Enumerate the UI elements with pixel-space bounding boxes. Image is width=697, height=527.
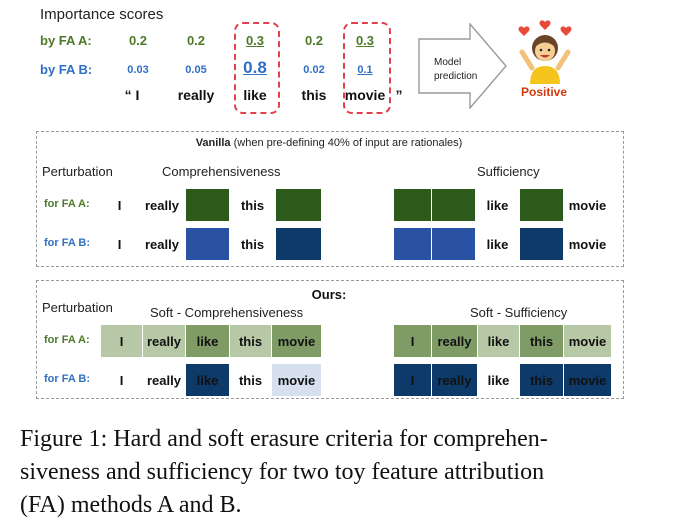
ours-title: Ours: [311,287,347,302]
ours-suff-b-this: this [520,364,564,396]
ours-comp-a-like: like [186,325,230,357]
ours-comp-b-really: really [143,364,186,396]
ours-suff-b-i: I [394,364,432,396]
arrow-right-icon [418,23,507,109]
ours-comp-label: Soft - Comprehensiveness [150,305,304,320]
word-like: like [243,87,267,103]
prediction-result: Positive [521,85,568,99]
vanilla-fa-a-label: for FA A: [44,198,90,210]
vanilla-suff-b-movie: movie [564,228,612,260]
vanilla-comp-b-really: really [139,228,186,260]
ours-fa-b-label: for FA B: [44,373,91,385]
vanilla-comp-a-movie-erased [276,189,322,221]
word-this: this [301,87,327,103]
score-a-1: 0.2 [128,33,148,48]
score-a-2: 0.2 [186,33,206,48]
ours-fa-a-label: for FA A: [44,334,90,346]
word-movie: movie [344,87,386,103]
vanilla-suff-a-this-erased [520,189,564,221]
ours-comp-a-really: really [143,325,186,357]
ours-suff-b-really: really [432,364,478,396]
vanilla-comp-b-this: this [230,228,276,260]
vanilla-suff-a-movie: movie [564,189,612,221]
highlight-like [234,22,280,114]
vanilla-panel [36,131,624,267]
score-b-2: 0.05 [185,64,207,76]
vanilla-suff-label: Sufficiency [477,164,540,179]
vanilla-comp-a-this: this [230,189,276,221]
vanilla-suff-b-like: like [476,228,520,260]
score-b-1: 0.03 [127,64,149,76]
highlight-movie [343,22,391,114]
word-close-quote: ” [395,87,403,103]
ours-comp-a-movie: movie [272,325,322,357]
vanilla-suff-a-really-erased [432,189,476,221]
ours-suff-a-movie: movie [564,325,612,357]
ours-suff-a-this: this [520,325,564,357]
vanilla-comp-a-really: really [139,189,186,221]
ours-comp-a-i: I [101,325,143,357]
ours-perturbation-label: Perturbation [42,300,113,315]
ours-suff-a-like: like [478,325,520,357]
vanilla-perturbation-label: Perturbation [42,164,113,179]
vanilla-comp-b-movie-erased [276,228,322,260]
word-i: “ I [124,87,140,103]
score-b-3: 0.8 [243,58,267,77]
ours-comp-b-this: this [230,364,272,396]
vanilla-comp-b-i: I [101,228,139,260]
ours-suff-a-really: really [432,325,478,357]
ours-comp-a-this: this [230,325,272,357]
vanilla-comp-b-like-erased [186,228,230,260]
vanilla-suff-a-i-erased [394,189,432,221]
score-b-4: 0.02 [303,64,325,76]
vanilla-suff-b-this-erased [520,228,564,260]
score-a-5: 0.3 [355,33,375,48]
ours-suff-label: Soft - Sufficiency [470,305,568,320]
vanilla-fa-b-label: for FA B: [44,237,91,249]
vanilla-suff-b-i-erased [394,228,432,260]
fa-a-label: by FA A: [40,33,92,48]
figure-caption: Figure 1: Hard and soft erasure criteria… [20,426,548,518]
fa-b-label: by FA B: [40,62,93,77]
model-prediction-label: Model prediction [434,57,478,82]
ours-suff-b-like: like [478,364,520,396]
score-a-4: 0.2 [304,33,324,48]
ours-comp-b-like: like [186,364,230,396]
score-b-5: 0.1 [357,64,373,76]
importance-scores-title: Importance scores [40,6,164,23]
vanilla-comp-a-i: I [101,189,139,221]
vanilla-suff-a-like: like [476,189,520,221]
ours-suff-a-i: I [394,325,432,357]
ours-suff-b-movie: movie [564,364,612,396]
score-a-3: 0.3 [245,33,265,48]
vanilla-suff-b-really-erased [432,228,476,260]
ours-panel [36,280,624,399]
ours-comp-b-i: I [101,364,143,396]
vanilla-comp-label: Comprehensiveness [162,164,281,179]
happy-person-icon [518,20,572,84]
ours-comp-b-movie: movie [272,364,322,396]
vanilla-comp-a-like-erased [186,189,230,221]
vanilla-title: Vanilla (when pre-defining 40% of input … [195,137,463,149]
word-really: really [177,87,215,103]
